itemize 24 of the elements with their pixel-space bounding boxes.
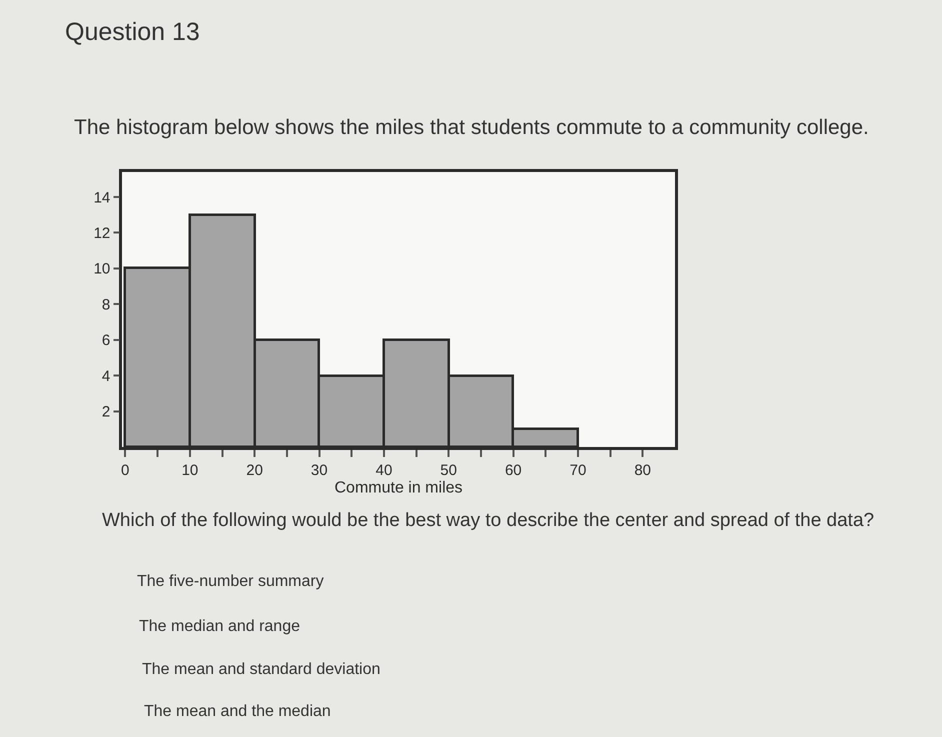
y-tick-label: 8 <box>102 296 110 314</box>
text: The mean and standard deviation <box>142 661 380 678</box>
x-tick-label: 10 <box>182 462 198 479</box>
x-tick-label: 50 <box>440 462 457 479</box>
y-tick-label: 10 <box>94 260 110 278</box>
y-tick-label: 6 <box>102 332 110 350</box>
x-tick-label: 0 <box>121 462 130 479</box>
x-tick-label: 30 <box>310 462 328 479</box>
x-tick-label: 60 <box>504 462 522 479</box>
y-tick-label: 14 <box>94 189 110 206</box>
text: The five-number summary <box>137 573 324 590</box>
chart-title: Question 13 <box>65 18 200 46</box>
x-axis-title: Commute in miles <box>334 479 463 496</box>
text: The mean and the median <box>144 703 331 720</box>
y-tick-label: 4 <box>102 368 110 385</box>
x-tick-label: 80 <box>634 462 652 479</box>
y-tick-label: 2 <box>102 404 110 421</box>
x-tick-label: 40 <box>376 462 392 479</box>
y-tick-label: 12 <box>94 224 110 242</box>
text: Which of the following would be the best way to describe the center and spread of the data? <box>102 510 874 531</box>
text: The median and range <box>139 618 300 635</box>
x-tick-label: 70 <box>570 462 586 479</box>
x-tick-label: 20 <box>246 462 263 479</box>
chart-subtitle: The histogram below shows the miles that students commute to a community college. <box>74 116 869 139</box>
